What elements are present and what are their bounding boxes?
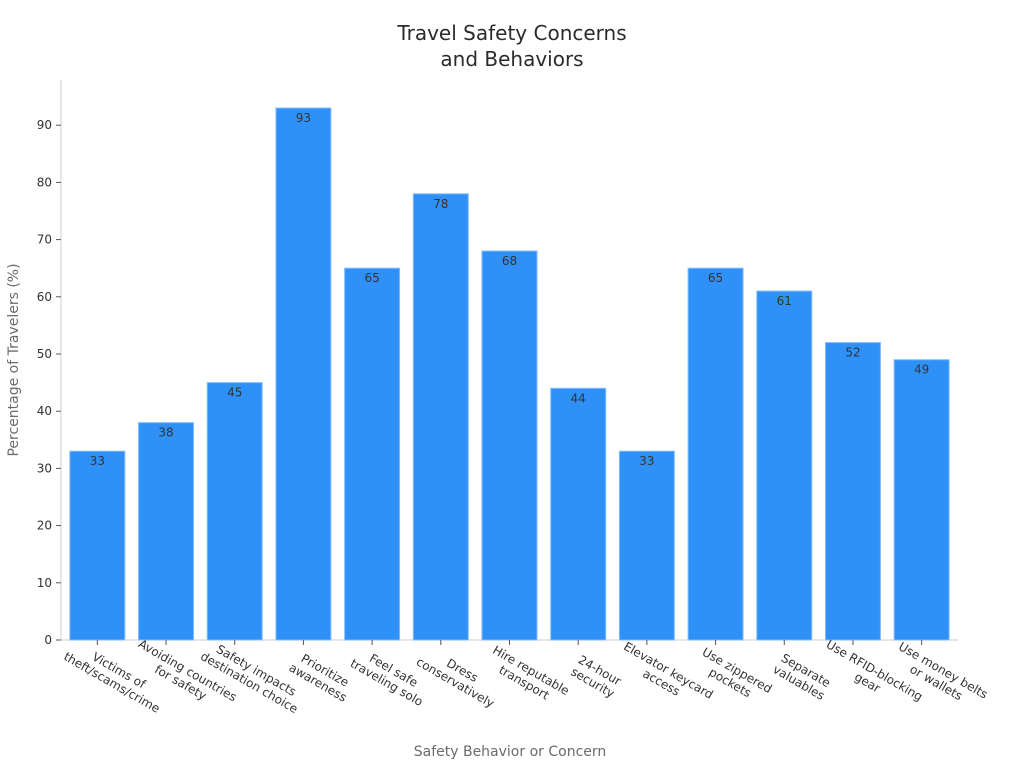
x-tick-label: Prioritizeawareness xyxy=(287,648,356,704)
y-tick-label: 80 xyxy=(37,175,52,189)
x-tick-label: Separatevaluables xyxy=(770,650,834,703)
x-tick-label: Elevator keycardaccess xyxy=(614,639,715,714)
bar-value-label: 65 xyxy=(708,271,723,285)
bar-value-label: 38 xyxy=(158,426,173,440)
bar-value-label: 49 xyxy=(914,363,929,377)
bar xyxy=(138,422,195,641)
bar xyxy=(344,267,401,641)
bar-value-label: 61 xyxy=(777,294,792,308)
y-tick-label: 40 xyxy=(37,404,52,418)
bar-value-label: 65 xyxy=(364,271,379,285)
y-tick-label: 0 xyxy=(44,633,52,647)
bar-value-label: 33 xyxy=(90,454,105,468)
y-axis-label: Percentage of Travelers (%) xyxy=(6,263,22,456)
x-tick-label: Hire reputabletransport xyxy=(483,643,571,710)
y-axis-ticks: 0 10 20 30 40 50 60 70 80 90 xyxy=(37,118,61,647)
bar-value-label: 93 xyxy=(296,111,311,125)
y-tick-label: 70 xyxy=(37,233,52,247)
bar xyxy=(550,387,607,641)
bar xyxy=(206,382,263,641)
x-tick-label: Safety impactsdestination choice xyxy=(198,637,307,716)
bar xyxy=(893,359,950,641)
x-tick-label: Use money beltsor wallets xyxy=(889,639,990,713)
bar xyxy=(687,267,744,641)
bar-value-label: 52 xyxy=(845,346,860,360)
bar xyxy=(756,290,813,641)
bar-value-label: 45 xyxy=(227,386,242,400)
bar xyxy=(824,342,881,641)
bar-value-label: 44 xyxy=(571,391,586,405)
chart-title-line-1: Travel Safety Concerns xyxy=(396,21,626,45)
bar xyxy=(412,193,469,641)
x-tick-label: Dressconservatively xyxy=(414,643,504,711)
bar xyxy=(618,450,675,641)
bars-group: 33 38 45 93 65 78 68 44 33 65 61 52 49 xyxy=(69,107,950,641)
y-tick-label: 20 xyxy=(37,519,52,533)
bar-value-label: 78 xyxy=(433,197,448,211)
x-tick-label: 24-hoursecurity xyxy=(568,652,624,700)
chart-title-line-2: and Behaviors xyxy=(440,47,583,71)
bar xyxy=(275,107,332,641)
bar-value-label: 33 xyxy=(639,454,654,468)
x-tick-label: Feel safetraveling solo xyxy=(348,644,433,709)
bar xyxy=(69,450,126,641)
y-tick-label: 30 xyxy=(37,461,52,475)
bar xyxy=(481,250,538,641)
y-tick-label: 50 xyxy=(37,347,52,361)
bar-value-label: 68 xyxy=(502,254,517,268)
y-tick-label: 90 xyxy=(37,118,52,132)
y-tick-label: 10 xyxy=(37,576,52,590)
y-tick-label: 60 xyxy=(37,290,52,304)
x-axis-label: Safety Behavior or Concern xyxy=(414,744,607,760)
